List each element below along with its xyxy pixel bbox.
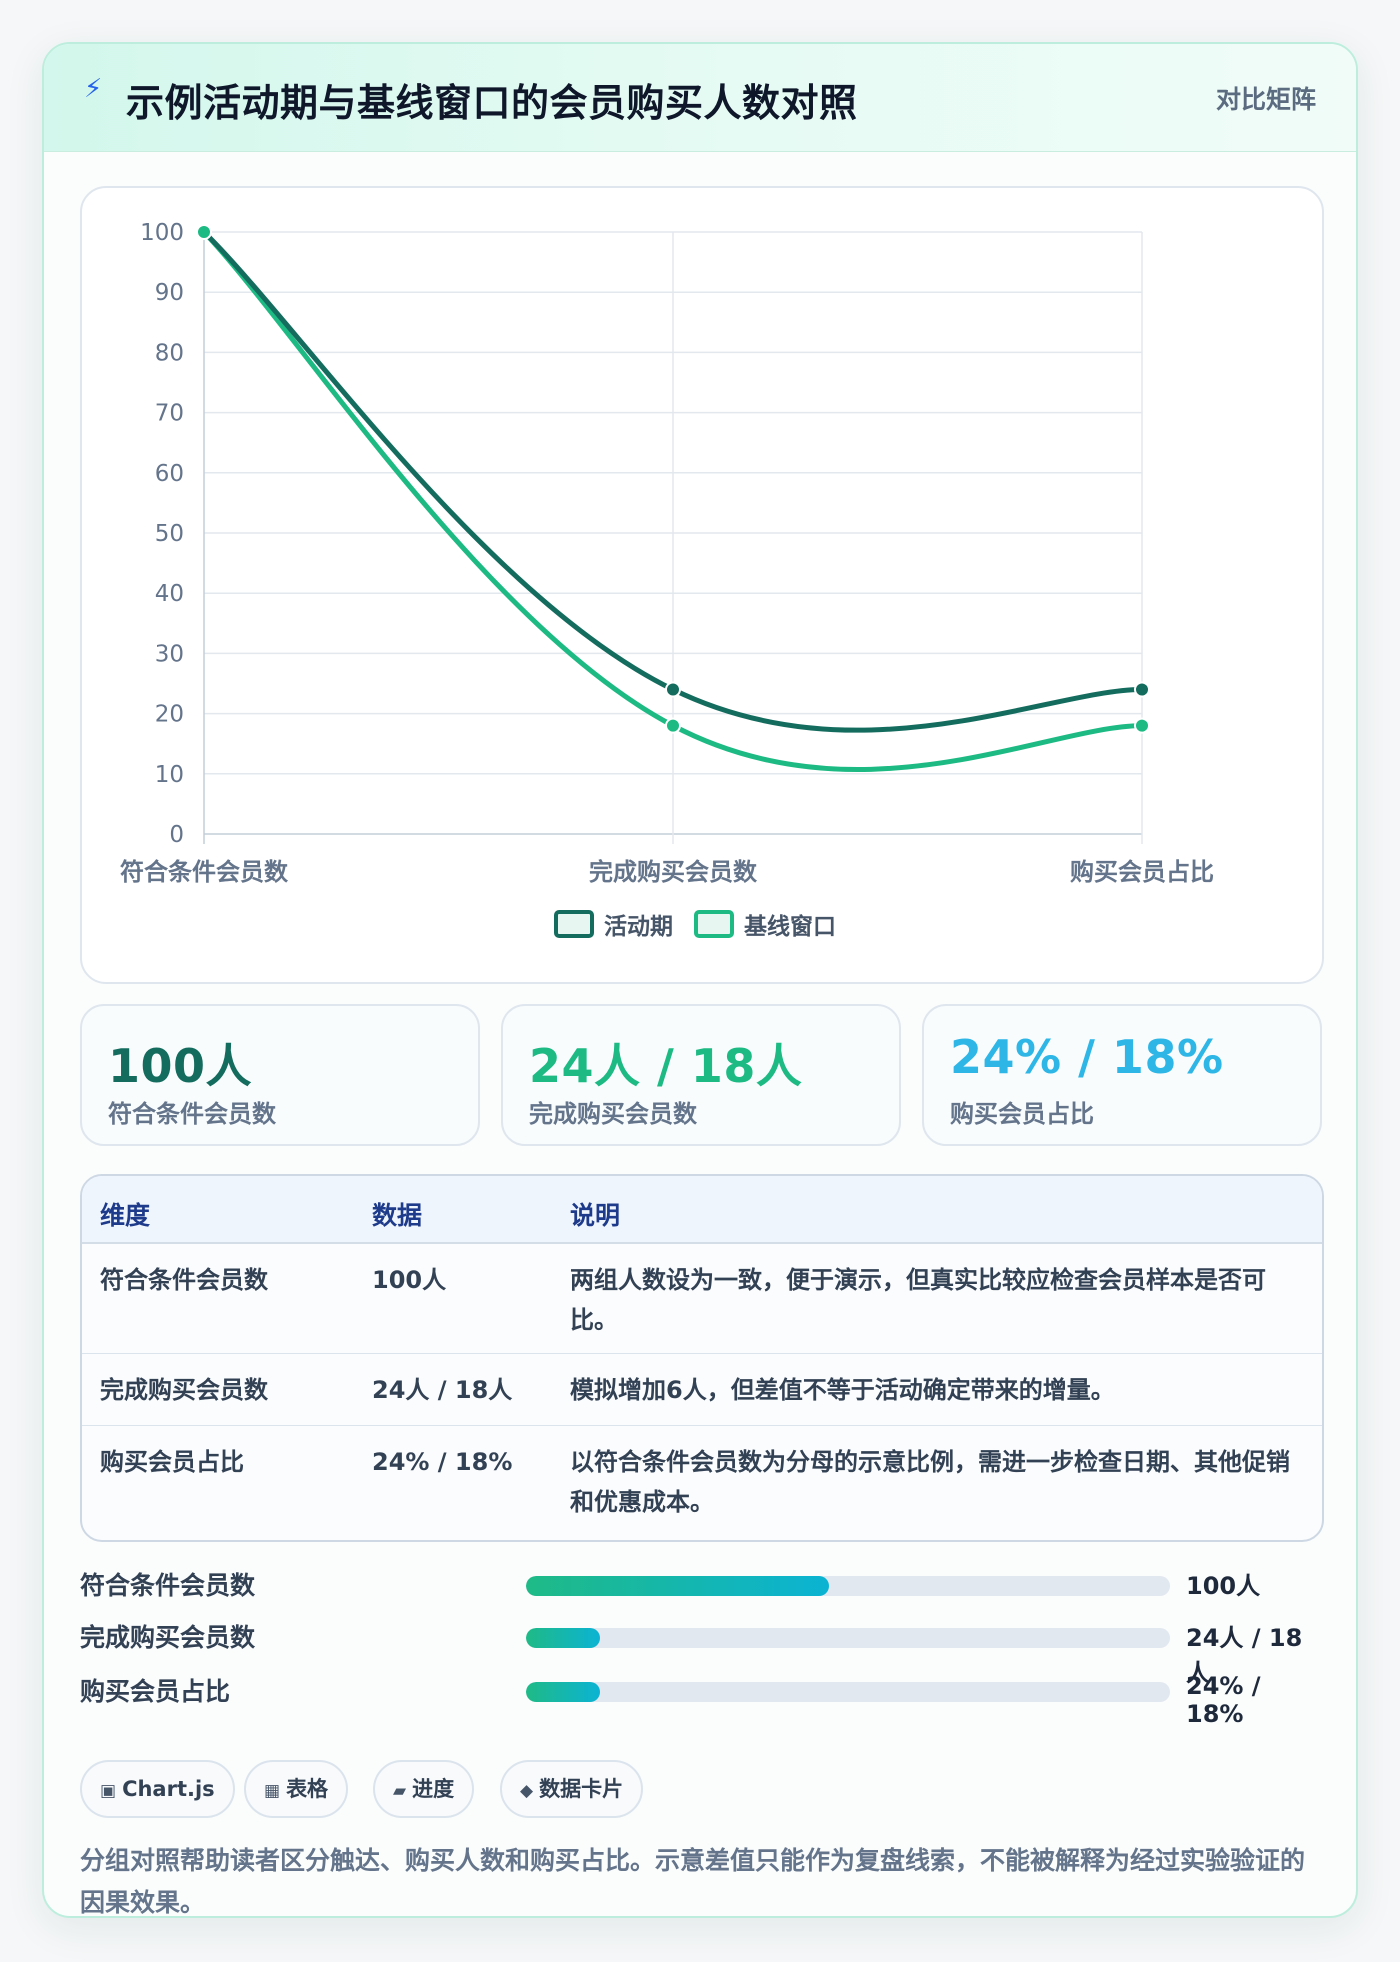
x-tick-label: 购买会员占比 bbox=[1070, 858, 1214, 886]
card-header: ⚡ 示例活动期与基线窗口的会员购买人数对照 对比矩阵 bbox=[44, 44, 1356, 152]
table-cell-dimension: 购买会员占比 bbox=[100, 1448, 244, 1476]
progress-track bbox=[526, 1576, 1170, 1596]
data-point bbox=[665, 717, 681, 734]
stat-value: 100人 bbox=[108, 1039, 253, 1093]
data-point bbox=[196, 224, 212, 240]
legend-swatch bbox=[694, 910, 734, 938]
table-cell-description: 模拟增加6人，但差值不等于活动确定带来的增量。 bbox=[570, 1376, 1115, 1404]
chip-label: Chart.js bbox=[122, 1777, 215, 1801]
y-tick-label: 40 bbox=[155, 581, 184, 607]
progress-row: 符合条件会员数 100人 bbox=[80, 1562, 1324, 1606]
progress-fill bbox=[526, 1628, 601, 1648]
chip-chartjs[interactable]: ▣ Chart.js bbox=[80, 1760, 235, 1818]
y-tick-label: 0 bbox=[169, 822, 184, 848]
series-line bbox=[201, 229, 1145, 733]
data-point bbox=[1134, 681, 1150, 698]
progress-amount: 100人 bbox=[1186, 1572, 1261, 1600]
stat-value: 24% / 18% bbox=[950, 1030, 1224, 1084]
y-tick-label: 60 bbox=[155, 461, 184, 487]
progress-track bbox=[526, 1628, 1170, 1648]
x-tick-label: 完成购买会员数 bbox=[589, 858, 758, 886]
line-chart: 0 10 20 30 40 50 60 70 80 90 100 符合条件会员数 完成购买会员数 购买会员… bbox=[120, 220, 1214, 940]
header-tag: 对比矩阵 bbox=[1215, 85, 1316, 114]
stat-cards: 100人 符合条件会员数 24人 / 18人 完成购买会员数 24% / 18%… bbox=[80, 1004, 1324, 1146]
table-row: 完成购买会员数 24人 / 18人 模拟增加6人，但差值不等于活动确定带来的增量… bbox=[82, 1354, 1322, 1426]
x-tick-label: 符合条件会员数 bbox=[120, 858, 289, 886]
stat-card: 100人 符合条件会员数 bbox=[80, 1004, 480, 1146]
table-cell-data: 100人 bbox=[372, 1266, 447, 1294]
footnote: 分组对照帮助读者区分触达、购买人数和购买占比。示意差值只能作为复盘线索，不能被解… bbox=[80, 1846, 1306, 1917]
chart-panel: 0 10 20 30 40 50 60 70 80 90 100 符合条件会员数 完成购买会员数 购买会员… bbox=[80, 186, 1324, 984]
chart-icon: ▣ bbox=[100, 1781, 117, 1801]
progress-row: 购买会员占比 24% / 18% bbox=[80, 1668, 1324, 1728]
stat-value: 24人 / 18人 bbox=[529, 1039, 803, 1093]
page-title: 示例活动期与基线窗口的会员购买人数对照 bbox=[126, 81, 858, 125]
table-header: 维度 数据 说明 bbox=[82, 1176, 1322, 1244]
progress-row: 完成购买会员数 24人 / 18人 bbox=[80, 1614, 1324, 1687]
data-point bbox=[1134, 717, 1150, 734]
table-icon: ▦ bbox=[264, 1781, 281, 1801]
chip-data-card[interactable]: ◆ 数据卡片 bbox=[500, 1760, 644, 1818]
chip-table[interactable]: ▦ 表格 bbox=[244, 1760, 349, 1818]
table-header-cell: 维度 bbox=[100, 1201, 151, 1230]
progress-label: 完成购买会员数 bbox=[80, 1623, 256, 1652]
data-point bbox=[665, 681, 681, 698]
table-cell-dimension: 完成购买会员数 bbox=[100, 1376, 268, 1404]
y-tick-label: 50 bbox=[155, 521, 184, 547]
progress-fill bbox=[526, 1682, 601, 1702]
progress-icon: ▰ bbox=[393, 1781, 407, 1801]
y-tick-label: 30 bbox=[155, 641, 184, 667]
chip-progress[interactable]: ▰ 进度 bbox=[373, 1760, 475, 1818]
progress-fill bbox=[526, 1576, 829, 1596]
y-tick-label: 20 bbox=[155, 702, 184, 728]
table-row: 购买会员占比 24% / 18% 以符合条件会员数为分母的示意比例，需进一步检查… bbox=[82, 1426, 1322, 1540]
comparison-card: ⚡ 示例活动期与基线窗口的会员购买人数对照 对比矩阵 0 10 20 30 40 50 60… bbox=[42, 42, 1358, 1918]
diamond-icon: ◆ bbox=[520, 1781, 534, 1801]
y-tick-label: 70 bbox=[155, 401, 184, 427]
progress-track bbox=[526, 1682, 1170, 1702]
bolt-icon: ⚡ bbox=[84, 74, 103, 104]
y-tick-label: 90 bbox=[155, 280, 184, 306]
table-cell-data: 24人 / 18人 bbox=[372, 1376, 513, 1404]
table-header-cell: 说明 bbox=[570, 1201, 621, 1230]
data-table: 维度 数据 说明 符合条件会员数 100人 两组人数设为一致，便于演示，但真实比… bbox=[80, 1174, 1324, 1542]
table-cell-data: 24% / 18% bbox=[372, 1448, 513, 1476]
series-line bbox=[201, 229, 1145, 772]
y-tick-label: 80 bbox=[155, 340, 184, 366]
stat-label: 符合条件会员数 bbox=[108, 1100, 276, 1128]
table-cell-description: 两组人数设为一致，便于演示，但真实比较应检查会员样本是否可比。 bbox=[570, 1266, 1266, 1334]
stat-label: 完成购买会员数 bbox=[529, 1100, 697, 1128]
progress-label: 符合条件会员数 bbox=[80, 1571, 256, 1600]
y-tick-label: 10 bbox=[155, 762, 184, 788]
chip-label: 表格 bbox=[286, 1777, 329, 1801]
stat-card: 24人 / 18人 完成购买会员数 bbox=[501, 1004, 901, 1146]
table-cell-description: 以符合条件会员数为分母的示意比例，需进一步检查日期、其他促销和优惠成本。 bbox=[570, 1448, 1290, 1516]
legend-swatch bbox=[554, 910, 594, 938]
legend-label: 活动期 bbox=[604, 914, 673, 940]
y-tick-label: 100 bbox=[140, 220, 184, 246]
stat-card: 24% / 18% 购买会员占比 bbox=[922, 1004, 1322, 1146]
progress-label: 购买会员占比 bbox=[80, 1677, 231, 1706]
stat-label: 购买会员占比 bbox=[950, 1100, 1094, 1128]
table-header-cell: 数据 bbox=[372, 1201, 423, 1230]
chip-label: 进度 bbox=[412, 1777, 455, 1801]
table-row: 符合条件会员数 100人 两组人数设为一致，便于演示，但真实比较应检查会员样本是… bbox=[82, 1244, 1322, 1354]
table-cell-dimension: 符合条件会员数 bbox=[100, 1266, 268, 1294]
progress-bars: 符合条件会员数 100人 完成购买会员数 24人 / 18人 购买会员占比 24… bbox=[80, 1562, 1324, 1738]
progress-amount: 24% / 18% bbox=[1186, 1672, 1261, 1728]
legend-label: 基线窗口 bbox=[744, 913, 836, 940]
chip-label: 数据卡片 bbox=[539, 1777, 624, 1801]
progress-amount: 24人 / 18人 bbox=[1186, 1624, 1303, 1687]
